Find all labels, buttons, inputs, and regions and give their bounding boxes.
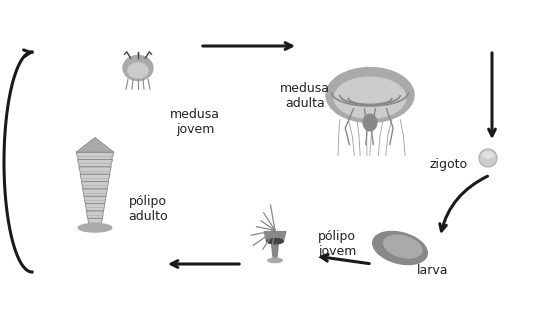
Polygon shape — [87, 211, 103, 218]
Ellipse shape — [384, 235, 422, 258]
Wedge shape — [482, 152, 494, 158]
Ellipse shape — [373, 231, 427, 265]
Polygon shape — [76, 137, 114, 152]
Polygon shape — [264, 231, 286, 241]
Polygon shape — [81, 182, 109, 189]
Ellipse shape — [128, 63, 148, 78]
Ellipse shape — [78, 224, 112, 232]
Polygon shape — [79, 167, 111, 174]
Ellipse shape — [326, 67, 414, 123]
Polygon shape — [76, 152, 114, 160]
Text: medusa
adulta: medusa adulta — [280, 82, 330, 110]
Polygon shape — [88, 218, 102, 226]
Polygon shape — [271, 241, 279, 258]
Ellipse shape — [123, 56, 153, 81]
Ellipse shape — [334, 77, 406, 118]
Ellipse shape — [363, 114, 377, 131]
Circle shape — [479, 149, 497, 167]
Polygon shape — [85, 204, 105, 211]
Text: pólipo
jovem: pólipo jovem — [318, 230, 356, 258]
Text: pólipo
adulto: pólipo adulto — [128, 195, 168, 223]
Ellipse shape — [266, 239, 284, 244]
Ellipse shape — [268, 258, 282, 263]
Polygon shape — [82, 189, 108, 196]
Polygon shape — [84, 196, 106, 204]
Text: zigoto: zigoto — [430, 158, 468, 171]
Text: medusa
jovem: medusa jovem — [170, 108, 220, 136]
Polygon shape — [78, 160, 112, 167]
Text: larva: larva — [417, 264, 449, 277]
Polygon shape — [80, 174, 110, 182]
